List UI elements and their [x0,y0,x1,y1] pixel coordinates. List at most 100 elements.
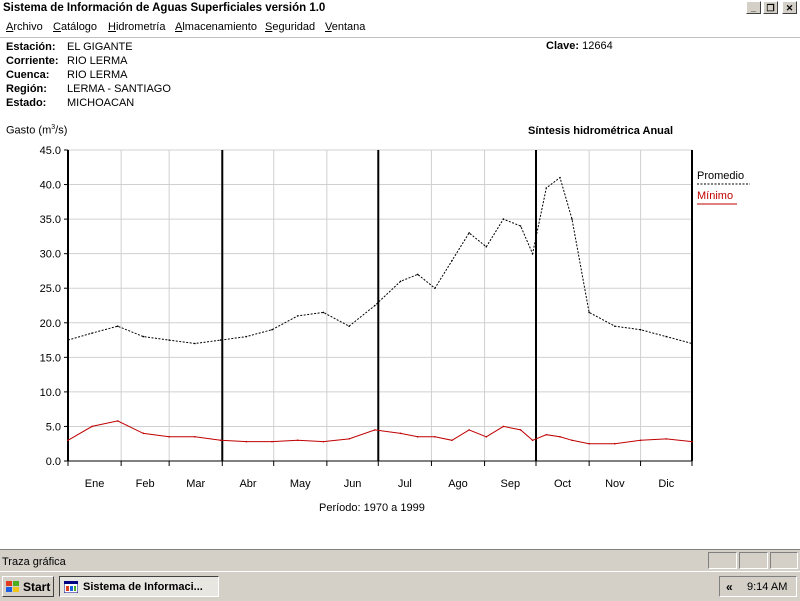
y-axis-label-main: Gasto (m [6,124,52,137]
y-tick-label: 35.0 [40,214,61,226]
data-point-minimo [485,436,488,438]
data-point-promedio [531,252,534,255]
station-value: EL GIGANTE [67,41,133,53]
data-point-promedio [322,311,325,314]
data-point-promedio [468,232,470,234]
data-point-minimo [168,436,170,438]
start-button[interactable]: Start [2,576,54,597]
menu-bar: Archivo Catálogo Hidrometría Almacenamie… [0,18,800,38]
cuenca-row: Cuenca: RIO LERMA [6,68,306,82]
period-label: Período: 1970 a 1999 [319,502,425,514]
data-point-promedio [194,342,196,345]
data-point-promedio [245,335,248,338]
cuenca-label: Cuenca: [6,69,50,81]
tray-expand-button[interactable]: « [726,580,733,594]
data-point-promedio [374,304,376,307]
data-point-minimo [559,436,561,438]
data-point-promedio [588,311,590,314]
x-tick-label: Ago [448,478,468,490]
data-point-minimo [665,438,668,440]
station-label: Estación: [6,41,56,53]
data-point-minimo [271,440,273,443]
data-point-promedio [691,342,693,345]
data-point-promedio [168,339,170,341]
window-title: Sistema de Información de Aguas Superfic… [3,2,326,14]
data-point-promedio [639,328,642,331]
taskbar-item-app[interactable]: Sistema de Informaci... [59,576,219,597]
x-tick-label: Dic [658,478,674,490]
status-text: Traza gráfica [2,556,66,568]
data-point-promedio [614,325,616,328]
x-tick-label: Abr [239,478,256,490]
corriente-value: RIO LERMA [67,55,128,67]
data-point-promedio [545,187,548,189]
y-axis-label: Gasto (m3/s) [6,124,67,137]
data-point-promedio [571,218,573,220]
taskbar: Start Sistema de Informaci... « 9:14 AM [0,571,800,601]
y-tick-label: 45.0 [40,145,61,157]
title-bar: Sistema de Información de Aguas Superfic… [0,0,800,18]
legend-minimo: Mínimo [697,190,734,202]
data-point-minimo [374,429,376,431]
data-point-minimo [502,425,505,428]
menu-hidrometria[interactable]: Hidrometría [108,21,166,33]
data-point-promedio [296,315,299,317]
y-tick-label: 20.0 [40,318,61,330]
x-tick-label: Feb [136,478,155,490]
data-point-minimo [571,439,573,442]
minimize-button[interactable]: _ [746,1,761,14]
menu-catalogo[interactable]: Catálogo [53,21,98,33]
y-tick-label: 10.0 [40,387,61,399]
data-point-promedio [348,325,350,328]
data-point-minimo [451,439,453,442]
menu-almacenamiento[interactable]: Almacenamiento [175,21,257,33]
data-point-minimo [639,439,642,442]
status-panel-2 [739,552,768,569]
data-point-minimo [219,439,222,442]
data-point-minimo [434,436,436,438]
cuenca-value: RIO LERMA [67,69,128,81]
data-point-promedio [434,287,436,290]
data-point-minimo [691,440,693,443]
data-point-promedio [271,328,273,331]
menu-ventana[interactable]: Ventana [325,21,366,33]
x-tick-label: Jul [398,478,412,490]
restore-button[interactable]: ❐ [763,1,778,14]
taskbar-item-label: Sistema de Informaci... [83,581,203,593]
y-tick-label: 40.0 [40,180,61,192]
data-point-minimo [531,439,534,442]
data-point-promedio [142,335,145,338]
corriente-label: Corriente: [6,55,59,67]
data-point-minimo [519,429,522,431]
estado-row: Estado: MICHOACAN [6,96,306,110]
x-tick-label: May [290,478,311,490]
estado-label: Estado: [6,97,47,109]
data-point-promedio [665,335,668,338]
y-tick-label: 25.0 [40,283,61,295]
chart-title: Síntesis hidrométrica Anual [528,125,674,137]
region-row: Región: LERMA - SANTIAGO [6,82,306,96]
region-value: LERMA - SANTIAGO [67,83,171,95]
clave-label: Clave: [546,40,580,52]
close-button[interactable]: ✕ [782,1,797,14]
data-point-minimo [116,420,119,422]
estado-value: MICHOACAN [67,97,135,109]
data-point-minimo [416,436,419,438]
status-panel-3 [770,552,798,569]
y-axis-label-end: /s) [55,124,68,137]
x-tick-label: Oct [554,478,571,490]
y-tick-label: 5.0 [46,421,61,433]
data-point-promedio [91,332,93,334]
x-tick-label: Mar [186,478,205,490]
menu-seguridad[interactable]: Seguridad [265,21,316,33]
hydrometric-chart: 0.0 5.0 10.0 15.0 20.0 25.0 30.0 35.0 40.0 45.0 En… [40,145,750,490]
menu-archivo[interactable]: Archivo [6,21,43,33]
series-line-promedio [67,176,693,345]
station-info: Estación: EL GIGANTE Corriente: RIO LERM… [6,40,306,110]
system-tray: « 9:14 AM [719,576,797,597]
clave-value: 12664 [582,40,613,52]
x-tick-label: Jun [344,478,362,490]
clock: 9:14 AM [747,581,788,593]
data-point-promedio [485,245,488,248]
data-point-minimo [399,432,402,435]
